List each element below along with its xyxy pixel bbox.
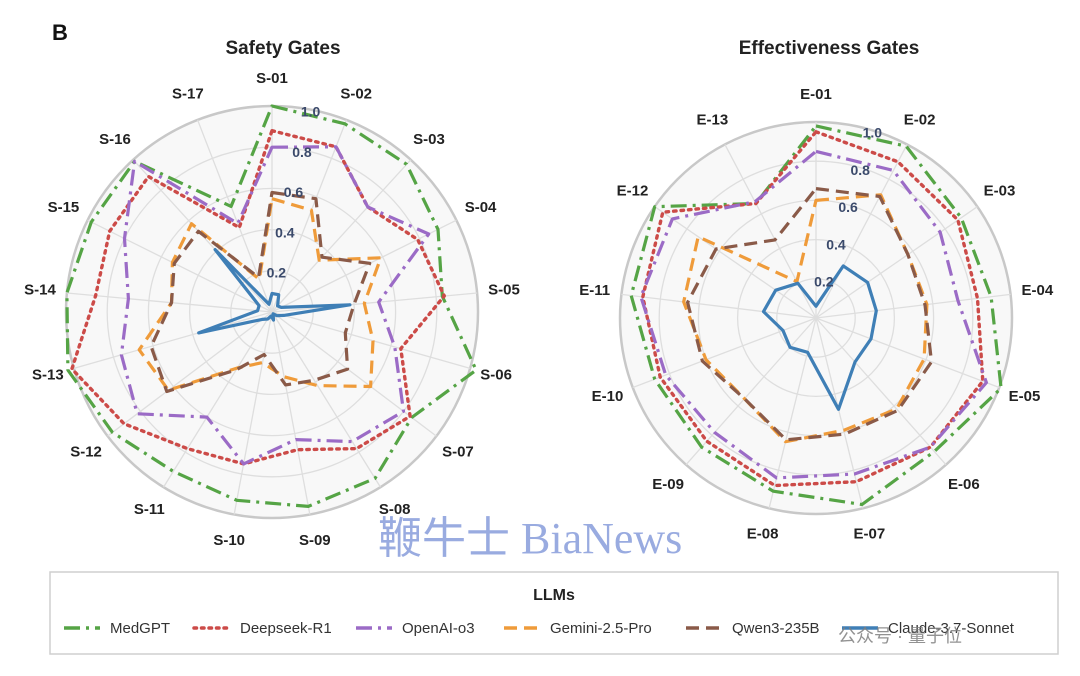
axis-label-s-08: S-08 xyxy=(379,501,411,518)
grid-spoke xyxy=(815,144,908,319)
safety-gates-radar: Safety Gates S-01 S-02 S-03 S-04 S-05 S-06 S-0… xyxy=(24,38,520,549)
axis-label-e-09: E-09 xyxy=(652,476,684,493)
axis-label-s-09: S-09 xyxy=(299,532,331,549)
grid-spoke xyxy=(107,311,273,437)
axis-label-e-13: E-13 xyxy=(697,112,729,129)
watermark-bianews: 鞭牛士 BiaNews xyxy=(378,514,682,563)
effectiveness-gates-radar: Effectiveness Gates E-01 E-02 E-03 E-04 E-05… xyxy=(579,38,1054,542)
chart-title-effectiveness: Effectiveness Gates xyxy=(739,38,920,59)
grid-spoke xyxy=(815,317,864,509)
axis-label-e-01: E-01 xyxy=(800,86,832,103)
axis-label-s-05: S-05 xyxy=(488,281,520,298)
grid-spoke xyxy=(196,119,273,313)
watermark-qbitai: 公众号 · 量子位 xyxy=(838,626,962,646)
grid-spoke xyxy=(271,311,311,515)
tick-label: 0.4 xyxy=(275,224,295,240)
series-medgpt xyxy=(65,104,478,508)
series-deepseek-r1 xyxy=(70,128,446,466)
series-deepseek-r1 xyxy=(641,130,985,488)
grid-spoke xyxy=(815,317,947,466)
axis-label-s-17: S-17 xyxy=(172,86,204,103)
legend: LLMs MedGPT Deepseek-R1 OpenAI-o3 Gemini-2.… xyxy=(49,571,1059,655)
axis-label-e-04: E-04 xyxy=(1022,282,1054,299)
chart-title-safety: Safety Gates xyxy=(225,38,340,59)
legend-label-deepseek-r1: Deepseek-R1 xyxy=(240,620,332,637)
tick-label: 1.0 xyxy=(301,104,321,120)
axis-label-s-02: S-02 xyxy=(340,86,372,103)
tick-label: 0.6 xyxy=(284,184,304,200)
grid-spoke xyxy=(815,206,978,319)
grid-spoke xyxy=(815,293,1011,319)
axis-label-s-13: S-13 xyxy=(32,367,64,384)
axis-label-e-12: E-12 xyxy=(617,182,649,199)
legend-label-openai-o3: OpenAI-o3 xyxy=(402,620,475,637)
axis-label-s-01: S-01 xyxy=(256,70,288,87)
axis-label-e-11: E-11 xyxy=(579,282,610,299)
axis-label-s-06: S-06 xyxy=(480,367,512,384)
grid-spoke xyxy=(271,119,348,313)
axis-label-s-15: S-15 xyxy=(48,199,80,216)
axis-label-e-07: E-07 xyxy=(854,525,886,542)
legend-label-gemini-2-5-pro: Gemini-2.5-Pro xyxy=(550,620,652,637)
series-openai-o3 xyxy=(119,145,431,466)
legend-label-qwen3-235b: Qwen3-235B xyxy=(732,620,820,637)
grid-spoke xyxy=(233,311,273,515)
axis-label-s-11: S-11 xyxy=(134,501,165,518)
legend-title: LLMs xyxy=(533,587,575,604)
axis-label-e-03: E-03 xyxy=(984,182,1016,199)
axis-label-s-12: S-12 xyxy=(70,443,102,460)
series-qwen3-235b xyxy=(149,190,372,394)
axis-label-e-02: E-02 xyxy=(904,112,936,129)
series-openai-o3 xyxy=(639,149,989,480)
grid-spoke xyxy=(271,159,412,313)
tick-label: 0.4 xyxy=(826,236,846,252)
series-qwen3-235b xyxy=(685,187,934,442)
grid-spoke xyxy=(73,311,273,369)
grid-spoke xyxy=(163,311,273,488)
series-claude-3-7-sonnet xyxy=(197,248,352,335)
tick-label: 0.2 xyxy=(267,265,287,281)
legend-box xyxy=(49,571,1059,655)
tick-label: 0.6 xyxy=(838,199,858,215)
legend-label-medgpt: MedGPT xyxy=(110,620,170,637)
axis-label-s-14: S-14 xyxy=(24,281,56,298)
grid-spoke xyxy=(815,317,1000,389)
axis-label-e-10: E-10 xyxy=(592,388,624,405)
legend-label-claude-3-7-sonnet: Claude-3.7-Sonnet xyxy=(888,620,1015,637)
tick-label: 0.8 xyxy=(292,144,312,160)
series-medgpt xyxy=(629,124,1003,507)
grid-spoke xyxy=(621,293,817,319)
tick-label: 1.0 xyxy=(863,125,883,141)
axis-label-s-03: S-03 xyxy=(413,131,445,148)
axis-label-s-10: S-10 xyxy=(213,532,245,549)
grid-spoke xyxy=(271,311,381,488)
axis-label-e-08: E-08 xyxy=(747,525,779,542)
tick-label: 0.8 xyxy=(850,162,870,178)
series-claude-3-7-sonnet xyxy=(761,264,878,411)
grid-spoke xyxy=(632,317,817,389)
axis-label-s-04: S-04 xyxy=(465,199,497,216)
axis-label-s-07: S-07 xyxy=(442,443,474,460)
axis-label-e-06: E-06 xyxy=(948,476,980,493)
axis-label-e-05: E-05 xyxy=(1009,388,1041,405)
panel-letter: B xyxy=(52,20,68,45)
grid-spoke xyxy=(654,206,817,319)
grid-spoke xyxy=(87,219,273,313)
grid-spoke xyxy=(66,292,273,313)
axis-label-s-16: S-16 xyxy=(99,131,131,148)
grid-spoke xyxy=(271,311,471,369)
tick-label: 0.2 xyxy=(814,274,834,290)
